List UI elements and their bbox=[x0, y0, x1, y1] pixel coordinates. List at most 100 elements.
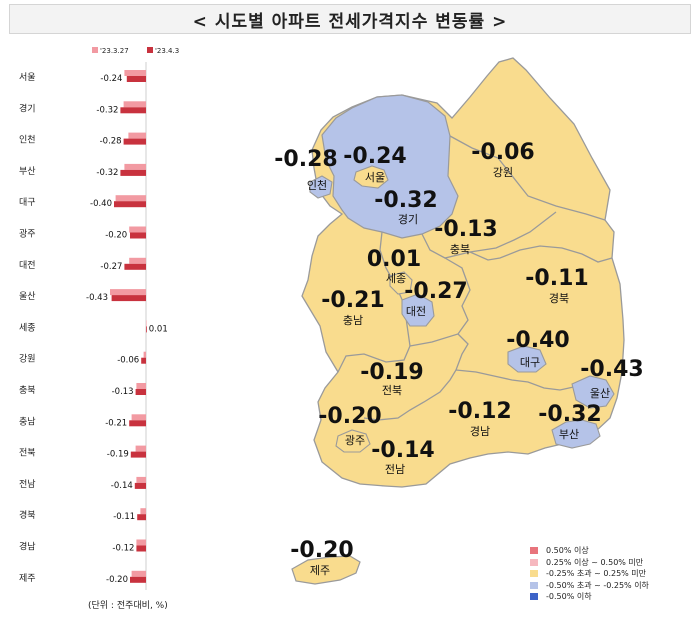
bar-curr bbox=[123, 138, 146, 145]
legend-label: 0.25% 이상 ~ 0.50% 미만 bbox=[546, 557, 644, 567]
category-label: 광주 bbox=[19, 228, 36, 240]
map-value-jeju: -0.20 bbox=[290, 538, 353, 563]
legend-label: 0.50% 이상 bbox=[546, 546, 589, 555]
bar-prev bbox=[123, 101, 146, 108]
data-label: -0.24 bbox=[100, 74, 122, 84]
map-value-chungbuk: -0.13 bbox=[434, 217, 497, 242]
legend-label: -0.50% 초과 ~ -0.25% 이하 bbox=[546, 580, 649, 590]
map-name-sejong: 세종 bbox=[386, 272, 406, 285]
region-busan bbox=[551, 419, 601, 449]
category-label: 서울 bbox=[19, 72, 36, 83]
data-label: -0.20 bbox=[105, 231, 127, 241]
data-label: -0.43 bbox=[86, 293, 108, 303]
data-label: -0.06 bbox=[117, 356, 139, 366]
data-label: -0.20 bbox=[106, 575, 128, 585]
bar-prev bbox=[129, 257, 146, 264]
map-value-sejong: 0.01 bbox=[367, 247, 421, 272]
bar-curr bbox=[114, 201, 146, 208]
data-label: -0.40 bbox=[90, 199, 112, 209]
map-value-chungnam: -0.21 bbox=[321, 288, 384, 313]
bar-curr bbox=[124, 263, 146, 270]
category-label: 경북 bbox=[19, 509, 36, 521]
category-label: 인천 bbox=[19, 135, 36, 146]
map-value-daejeon: -0.27 bbox=[404, 279, 467, 304]
legend-swatch bbox=[530, 547, 538, 554]
bar-curr bbox=[130, 576, 146, 583]
map-name-incheon: 인천 bbox=[307, 178, 327, 192]
bar-curr bbox=[135, 389, 146, 395]
bar-curr bbox=[111, 295, 146, 302]
map-value-gyeonggi: -0.32 bbox=[374, 188, 437, 213]
bar-prev bbox=[110, 289, 146, 296]
map-name-gwangju: 광주 bbox=[345, 434, 365, 447]
legend-label: -0.25% 초과 ~ 0.25% 미만 bbox=[546, 569, 647, 578]
data-label: -0.19 bbox=[107, 450, 129, 460]
map-name-gyeongnam: 경남 bbox=[470, 425, 490, 438]
bar-prev bbox=[115, 195, 146, 202]
data-label: -0.27 bbox=[100, 262, 122, 272]
map-name-gyeonggi: 경기 bbox=[398, 213, 418, 226]
bar-prev bbox=[131, 414, 146, 421]
map-value-jeonbuk: -0.19 bbox=[360, 360, 423, 385]
map-value-daegu: -0.40 bbox=[506, 328, 569, 353]
bar-prev bbox=[129, 226, 146, 233]
map-name-seoul: 서울 bbox=[365, 171, 385, 184]
map-value-ulsan: -0.43 bbox=[580, 357, 643, 382]
legend-swatch bbox=[530, 581, 538, 589]
bar-prev bbox=[136, 383, 146, 389]
data-label: -0.32 bbox=[96, 168, 118, 178]
category-label: 충남 bbox=[19, 416, 36, 427]
bar-prev bbox=[146, 320, 147, 327]
legend-swatch bbox=[530, 558, 538, 566]
region-ulsan bbox=[571, 375, 615, 409]
map-name-jeju: 제주 bbox=[310, 564, 330, 577]
data-label: -0.32 bbox=[96, 105, 118, 115]
region-jeju bbox=[291, 555, 361, 585]
region-daejeon bbox=[401, 293, 435, 327]
category-label: 전북 bbox=[19, 448, 36, 459]
data-label: -0.14 bbox=[111, 481, 133, 491]
bar-prev bbox=[124, 70, 146, 76]
series-legend-label: '23.3.27 bbox=[100, 47, 129, 55]
map-value-incheon: -0.28 bbox=[274, 147, 337, 172]
bar-curr bbox=[129, 420, 146, 427]
series-legend-swatch bbox=[147, 47, 153, 53]
legend-item: 0.50% 이상 bbox=[530, 545, 649, 556]
bar-curr bbox=[120, 107, 146, 114]
map-legend: 0.50% 이상 0.25% 이상 ~ 0.50% 미만 -0.25% 초과 ~ 0… bbox=[530, 545, 649, 603]
chart-title: < 시도별 아파트 전세가격지수 변동률 > bbox=[9, 4, 691, 34]
data-label: -0.28 bbox=[100, 137, 122, 147]
bar-curr bbox=[137, 514, 146, 521]
legend-item: -0.50% 초과 ~ -0.25% 이하 bbox=[530, 580, 649, 591]
data-label: -0.11 bbox=[113, 512, 135, 522]
bar-chart: '23.3.27 '23.4.3 서울 -0.24 경기 -0.32 인천 -0.28 부산 -0… bbox=[19, 47, 179, 590]
map-name-ulsan: 울산 bbox=[590, 387, 610, 400]
map-value-gyeongnam: -0.12 bbox=[448, 399, 511, 424]
bar-prev bbox=[140, 508, 146, 515]
data-label: -0.13 bbox=[112, 387, 134, 397]
category-label: 제주 bbox=[19, 573, 36, 584]
region-gwangju bbox=[335, 429, 371, 453]
map-name-chungbuk: 충북 bbox=[450, 243, 470, 256]
map-name-daegu: 대구 bbox=[520, 356, 540, 369]
legend-label: -0.50% 이하 bbox=[546, 592, 592, 601]
bar-prev bbox=[136, 539, 146, 546]
category-label: 충북 bbox=[19, 385, 36, 396]
map-name-jeonnam: 전남 bbox=[385, 463, 405, 476]
bar-prev bbox=[135, 445, 146, 452]
bar-prev bbox=[131, 570, 146, 577]
map-value-seoul: -0.24 bbox=[343, 144, 406, 169]
bar-prev bbox=[143, 351, 146, 358]
map-value-gangwon: -0.06 bbox=[471, 140, 534, 165]
bar-curr bbox=[130, 451, 146, 458]
category-label: 강원 bbox=[19, 354, 36, 365]
series-legend-label: '23.4.3 bbox=[155, 47, 179, 55]
category-label: 대구 bbox=[19, 197, 36, 208]
unit-note: (단위 : 전주대비, %) bbox=[88, 601, 168, 611]
map-name-gangwon: 강원 bbox=[493, 166, 513, 179]
map-name-chungnam: 충남 bbox=[343, 314, 363, 327]
legend-item: -0.25% 초과 ~ 0.25% 미만 bbox=[530, 568, 649, 579]
region-incheon bbox=[309, 175, 333, 199]
legend-item: 0.25% 이상 ~ 0.50% 미만 bbox=[530, 557, 649, 568]
